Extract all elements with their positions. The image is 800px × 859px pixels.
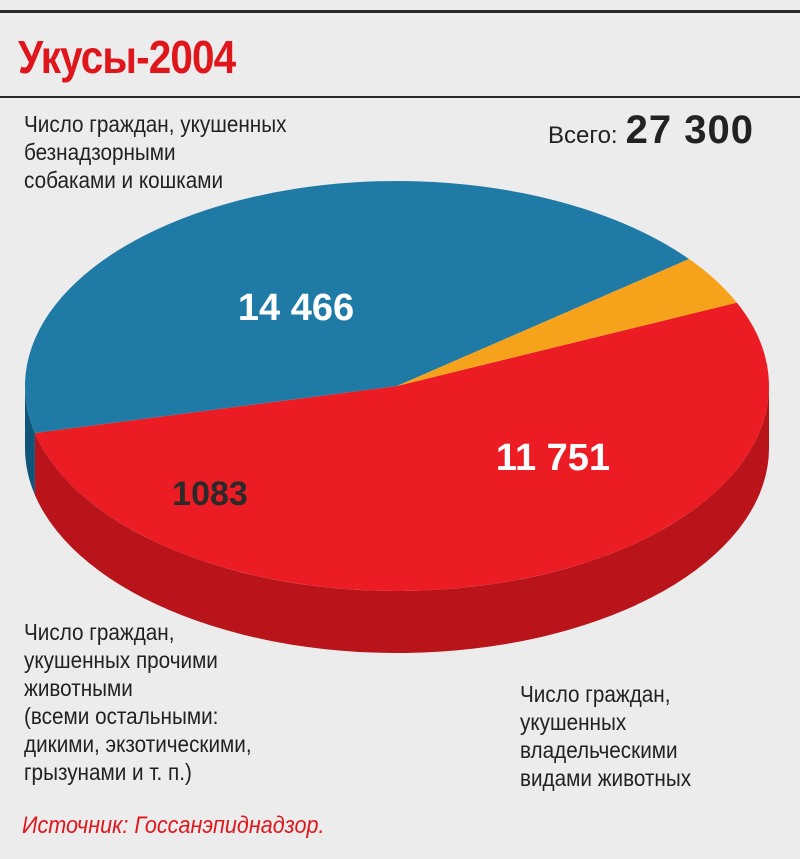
pie-slice-2 — [397, 258, 737, 386]
label-other-animals: Число граждан, укушенных прочими животны… — [24, 619, 252, 785]
source-note: Источник: Госсанэпиднадзор. — [22, 812, 325, 839]
total-block: Всего: 27 300 — [548, 108, 754, 153]
total-value: 27 300 — [625, 108, 754, 152]
label-owned-animals: Число граждан, укушенных владельческими … — [520, 681, 692, 791]
pie-slice-1 — [25, 181, 690, 433]
pie-value-label-2: 1083 — [172, 475, 248, 513]
label-stray-animals: Число граждан, укушенных безнадзорными с… — [24, 111, 287, 193]
pie-slice-side-1-0 — [25, 386, 35, 495]
chart-title: Укусы-2004 — [18, 31, 236, 83]
pie-value-label-1: 11 751 — [496, 437, 610, 479]
title-rule — [0, 96, 800, 98]
top-rule — [0, 10, 800, 13]
total-label: Всего: — [548, 122, 618, 149]
pie-value-label-0: 14 466 — [238, 287, 354, 329]
pie-slice-0 — [34, 302, 769, 591]
pie-slice-side-0-0 — [34, 386, 770, 654]
